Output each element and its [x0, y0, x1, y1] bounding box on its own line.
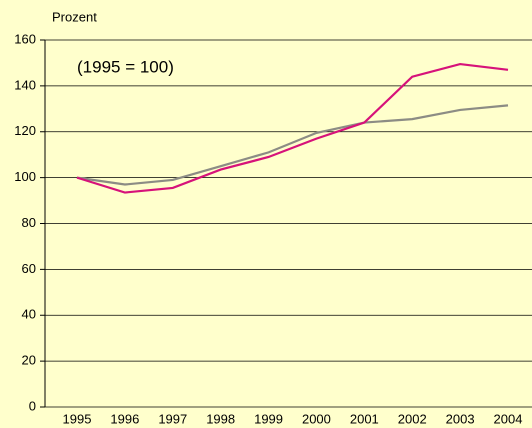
y-tick-label: 160 — [14, 31, 36, 46]
x-tick-label: 1998 — [206, 411, 235, 426]
x-tick-label: 1995 — [63, 411, 92, 426]
y-tick-label: 0 — [29, 398, 36, 413]
y-tick-label: 140 — [14, 77, 36, 92]
series-line — [76, 62, 509, 194]
x-tick-label: 1996 — [110, 411, 139, 426]
y-tick-label: 80 — [22, 215, 36, 230]
x-tick-label: 2003 — [446, 411, 475, 426]
x-tick-label: 1997 — [158, 411, 187, 426]
y-axis-label: Prozent — [52, 9, 97, 24]
y-tick-label: 60 — [22, 261, 36, 276]
x-tick-label: 2001 — [350, 411, 379, 426]
x-tick-label: 2004 — [494, 411, 523, 426]
y-tick-label: 120 — [14, 123, 36, 138]
annotation: (1995 = 100) — [77, 57, 174, 76]
x-tick-label: 2002 — [398, 411, 427, 426]
y-tick-label: 100 — [14, 169, 36, 184]
x-tick-label: 2000 — [302, 411, 331, 426]
y-tick-label: 20 — [22, 353, 36, 368]
series-line — [76, 104, 509, 186]
y-tick-label: 40 — [22, 307, 36, 322]
x-tick-label: 1999 — [254, 411, 283, 426]
